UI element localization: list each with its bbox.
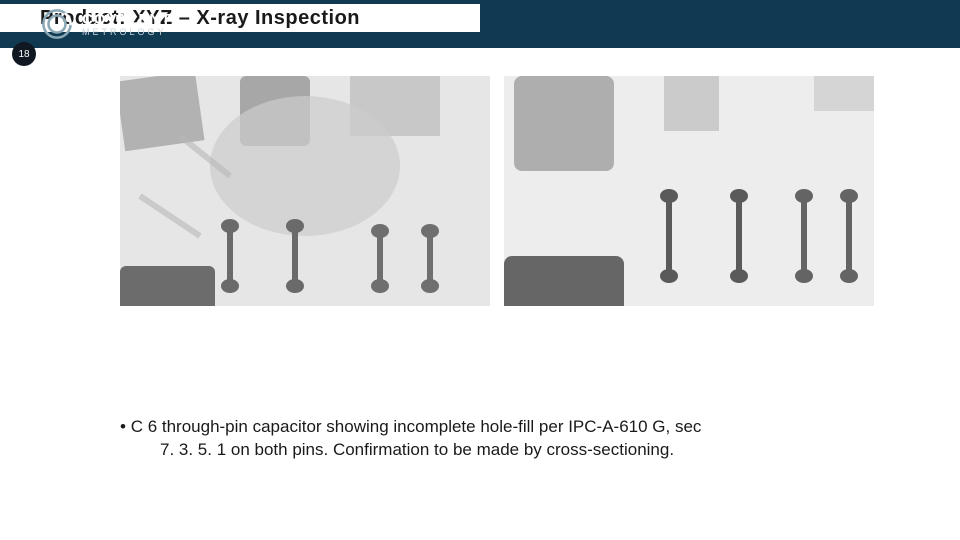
brand-logo: COVALENT METROLOGY xyxy=(40,7,171,41)
xray-image-left xyxy=(120,76,490,306)
bullet-icon: • xyxy=(120,417,126,436)
caption: • C 6 through-pin capacitor showing inco… xyxy=(120,416,900,462)
header-bar: Product: XYZ – X-ray Inspection COVALENT… xyxy=(0,0,960,48)
caption-line-1: • C 6 through-pin capacitor showing inco… xyxy=(120,416,840,439)
page-number: 18 xyxy=(18,49,29,60)
logo-sub: METROLOGY xyxy=(82,28,171,37)
logo-text: COVALENT METROLOGY xyxy=(82,12,171,37)
logo-main: COVALENT xyxy=(82,12,171,27)
content-area: • C 6 through-pin capacitor showing inco… xyxy=(0,48,960,462)
xray-image-right xyxy=(504,76,874,306)
page-number-badge: 18 xyxy=(12,42,36,66)
logo-icon xyxy=(40,7,74,41)
image-row xyxy=(120,76,900,306)
caption-text-1: C 6 through-pin capacitor showing incomp… xyxy=(131,417,702,436)
caption-line-2: 7. 3. 5. 1 on both pins. Confirmation to… xyxy=(120,439,840,462)
